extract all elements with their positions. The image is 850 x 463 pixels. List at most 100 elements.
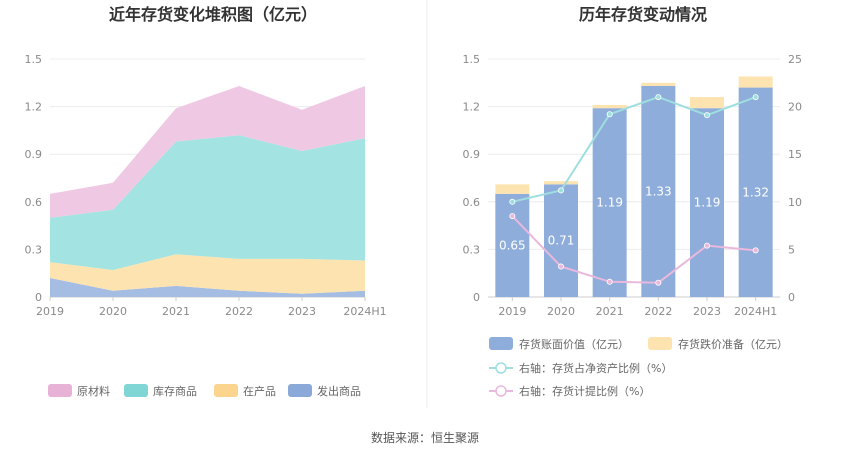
- legend-label: 右轴：存货计提比例（%）: [519, 384, 650, 398]
- line-series: [509, 94, 759, 286]
- y-tick-label: 0: [473, 291, 480, 304]
- legend-label: 在产品: [243, 384, 276, 398]
- x-tick-label: 2020: [99, 305, 127, 318]
- line-point: [655, 279, 662, 286]
- area-在产品: [50, 254, 365, 294]
- line-point: [752, 94, 759, 101]
- x-tick-label: 2019: [498, 305, 526, 318]
- x-tick-label: 2023: [693, 305, 721, 318]
- y-tick-label: 0.9: [463, 148, 481, 161]
- x-tick-label: 2024H1: [734, 305, 777, 318]
- x-tick-label: 2020: [547, 305, 575, 318]
- x-tick-label: 2022: [644, 305, 672, 318]
- legend-swatch: [288, 384, 312, 397]
- x-axis: 2019 2020 2021 2022 2023 2024H1: [36, 297, 387, 318]
- y-axis-right: 0 5 10 15 20 25: [788, 53, 802, 304]
- y2-tick-label: 15: [788, 148, 802, 161]
- y2-tick-label: 25: [788, 53, 802, 66]
- line-point: [704, 112, 711, 119]
- y2-tick-label: 20: [788, 101, 802, 114]
- bar-存货账面价值（亿元）: [690, 108, 724, 297]
- line-point: [509, 213, 516, 220]
- line-point: [655, 94, 662, 101]
- bar-存货账面价值（亿元）: [544, 184, 578, 297]
- legend-swatch: [648, 337, 672, 350]
- legend-label: 原材料: [77, 384, 110, 398]
- legend-label: 存货账面价值（亿元）: [519, 337, 629, 351]
- bar-data-label: 1.19: [596, 196, 623, 210]
- y-tick-label: 0.3: [463, 243, 481, 256]
- bar-存货跌价准备（亿元）: [641, 82, 676, 86]
- area-series: [50, 86, 365, 297]
- bar-line-chart: 历年存货变动情况 0.6 5 0.71 1.19 1.33 1.19 1.32 0 0.3 0.…: [463, 5, 803, 398]
- bar-data-label: 0.71: [548, 234, 575, 248]
- area-发出商品: [50, 278, 365, 297]
- gridlines: [488, 58, 780, 298]
- y-axis-left: 0 0.3 0.6 0.9 1.2 1.5: [463, 53, 481, 304]
- chart-title: 历年存货变动情况: [579, 5, 707, 24]
- x-tick-label: 2022: [225, 305, 253, 318]
- area-原材料: [50, 86, 365, 218]
- bar-存货跌价准备（亿元）: [738, 76, 773, 88]
- legend: 原材料 库存商品 在产品 发出商品: [48, 384, 361, 398]
- bar-data-label: 1.19: [694, 196, 721, 210]
- bar-series: [495, 76, 773, 298]
- bar-存货跌价准备（亿元）: [592, 105, 627, 109]
- y-tick-label: 1.2: [463, 101, 481, 114]
- x-tick-label: 2021: [162, 305, 190, 318]
- y-tick-label: 0.3: [25, 243, 43, 256]
- x-tick-label: 2023: [288, 305, 316, 318]
- bar-存货账面价值（亿元）: [641, 85, 676, 298]
- x-tick-label: 2024H1: [343, 305, 386, 318]
- y-tick-label: 0.9: [25, 148, 43, 161]
- legend-label: 发出商品: [317, 384, 361, 398]
- bar-存货账面价值（亿元）: [738, 87, 773, 297]
- bar-存货账面价值（亿元）: [592, 108, 627, 297]
- legend-label: 库存商品: [153, 384, 197, 398]
- x-tick-label: 2019: [36, 305, 64, 318]
- line-point: [558, 263, 565, 270]
- chart-title: 近年存货变化堆积图（亿元）: [109, 5, 317, 24]
- y-tick-label: 0.6: [463, 196, 481, 209]
- bar-存货跌价准备（亿元）: [544, 181, 578, 185]
- y-tick-label: 0: [35, 291, 42, 304]
- y-tick-label: 0.6: [25, 196, 43, 209]
- area-库存商品: [50, 135, 365, 270]
- line-右轴：存货计提比例（%）: [511, 215, 756, 284]
- data-labels: 0.65 0.71 1.19 1.33 1.19 1.32: [499, 184, 769, 252]
- line-右轴：存货占净资产比例（%）: [512, 96, 757, 203]
- bar-存货跌价准备（亿元）: [495, 184, 530, 194]
- line-point: [752, 247, 759, 254]
- y-axis: 0 0.3 0.6 0.9 1.2 1.5: [25, 53, 43, 304]
- bar-data-label: 1.32: [742, 185, 769, 199]
- line-point: [606, 278, 613, 285]
- line-point: [704, 242, 711, 249]
- y2-tick-label: 5: [788, 243, 795, 256]
- y-tick-label: 1.5: [463, 53, 481, 66]
- y2-tick-label: 10: [788, 196, 802, 209]
- x-tick-label: 2021: [596, 305, 624, 318]
- legend-swatch: [214, 384, 238, 397]
- stacked-area-chart: 近年存货变化堆积图（亿元） 00.30.60.91.21.5 2019 2020 2…: [25, 5, 387, 398]
- legend-label: 右轴：存货占净资产比例（%）: [519, 361, 672, 375]
- line-point: [558, 187, 565, 194]
- y-tick-label: 1.5: [25, 53, 43, 66]
- legend-swatch: [124, 384, 148, 397]
- bar-存货账面价值（亿元）: [495, 193, 530, 297]
- legend-marker: [495, 362, 507, 374]
- legend-swatch: [489, 337, 513, 350]
- y-tick-label: 1.2: [25, 101, 43, 114]
- legend-marker: [495, 385, 507, 397]
- source-note: 数据来源：恒生聚源: [371, 430, 479, 445]
- legend: 存货账面价值（亿元） 存货跌价准备（亿元） 右轴：存货占净资产比例（%） 右轴：存货计…: [489, 337, 788, 398]
- line-point: [509, 198, 516, 205]
- bar-存货跌价准备（亿元）: [690, 97, 724, 109]
- bar-data-label: 1.33: [645, 184, 672, 198]
- x-axis: 2019 2020 2021 2022 2023 2024H1: [498, 297, 777, 318]
- y2-tick-label: 0: [788, 291, 795, 304]
- legend-label: 存货跌价准备（亿元）: [678, 337, 788, 351]
- line-point: [606, 111, 613, 118]
- legend-swatch: [48, 384, 72, 397]
